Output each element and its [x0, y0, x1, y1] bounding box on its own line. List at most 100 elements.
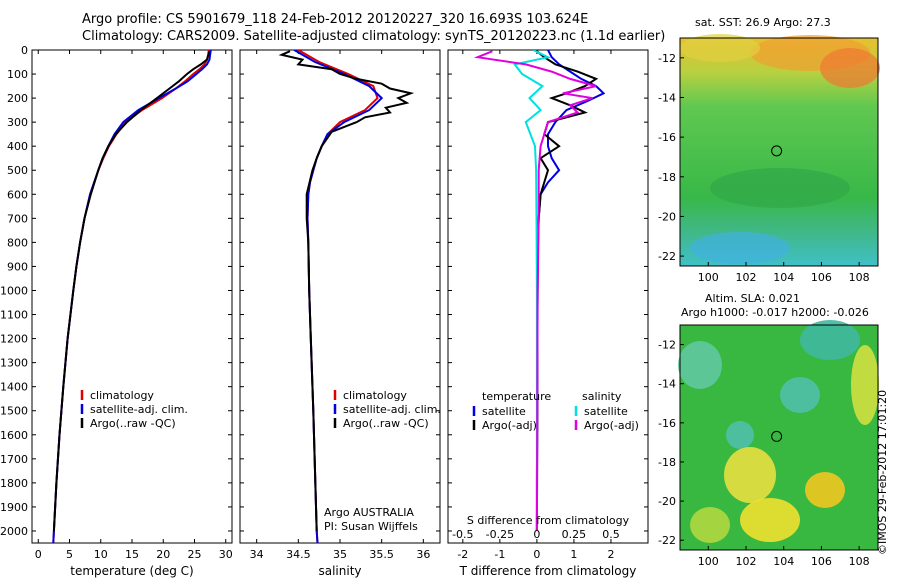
sst-patch [820, 48, 880, 88]
legend-label: satellite [482, 405, 526, 418]
legend-label: Argo(-adj) [482, 419, 537, 432]
x-tick-label: 25 [188, 548, 202, 561]
x-tick-label: 5 [66, 548, 73, 561]
x-axis-label: T difference from climatology [459, 564, 637, 578]
imos-timestamp: ©IMOS 29-Feb-2012 17:01:20 [876, 389, 889, 555]
legend-label: climatology [343, 389, 407, 402]
header-line-1: Argo profile: CS 5901679_118 24-Feb-2012… [82, 12, 589, 27]
s-tick-label: 0.25 [562, 528, 587, 541]
x-tick-label: 0 [35, 548, 42, 561]
sla-map-title-2: Argo h1000: -0.017 h2000: -0.026 [681, 306, 869, 319]
series-group [278, 50, 415, 543]
panel-differences: -2 -1 0 1 2 T difference from climatology temp… [447, 49, 649, 578]
legend-title-temperature: temperature [482, 390, 551, 403]
y-tick-label: 1500 [0, 405, 28, 418]
header-line-2: Climatology: CARS2009. Satellite-adjuste… [82, 29, 666, 44]
y-tick-label: 900 [7, 260, 28, 273]
y-tick-label: 2000 [0, 525, 28, 538]
s-tick-label: -0.25 [486, 528, 514, 541]
argo-position-marker [771, 145, 783, 157]
map-y-tick-label: -16 [658, 417, 676, 430]
map-x-tick-label: 100 [698, 271, 719, 284]
x-axis-label: temperature (deg C) [70, 564, 193, 578]
series-group [52, 50, 212, 543]
map-y-tick-label: -14 [658, 378, 676, 391]
y-tick-label: 700 [7, 212, 28, 225]
sla-patch [851, 345, 879, 425]
legend-label: climatology [90, 389, 154, 402]
map-frame [679, 324, 879, 551]
map-x-tick-label: 108 [849, 555, 870, 568]
x-tick-label: 30 [219, 548, 233, 561]
panel-temperature: 0100200300400500600700800900100011001200… [0, 44, 233, 578]
sla_map: 100 102 104 106 108 -12 -14 -16 -18 -20 -22 [658, 320, 879, 568]
map-x-tick-label: 104 [773, 271, 794, 284]
plot-frame-differences [447, 49, 649, 544]
x-tick-label: 36 [416, 548, 430, 561]
y-tick-label: 500 [7, 164, 28, 177]
s-tick-label: 0 [533, 528, 540, 541]
map-y-tick-label: -18 [658, 456, 676, 469]
legend-label: Argo(..raw -QC) [343, 417, 429, 430]
s-axis-label: S difference from climatology [467, 514, 630, 527]
y-tick-label: 1100 [0, 309, 28, 322]
s-tick-label: 0.5 [602, 528, 620, 541]
x-tick-label: 20 [156, 548, 170, 561]
x-tick-label: 15 [125, 548, 139, 561]
map-x-tick-label: 104 [773, 555, 794, 568]
sst-patch [710, 168, 850, 208]
y-tick-label: 1700 [0, 453, 28, 466]
x-tick-label: 0 [533, 548, 540, 561]
x-tick-label: -1 [494, 548, 505, 561]
plot-frame-salinity [239, 49, 441, 544]
map-y-tick-label: -12 [658, 52, 676, 65]
map-x-tick-label: 106 [811, 555, 832, 568]
sla-patch [724, 447, 776, 503]
legend-label: satellite-adj. clim. [90, 403, 188, 416]
y-tick-label: 300 [7, 116, 28, 129]
sst-map-title: sat. SST: 26.9 Argo: 27.3 [695, 16, 831, 29]
sst_map: 100 102 104 106 108 -12 -14 -16 -18 -20 -22 [658, 34, 880, 284]
legend-label: Argo(..raw -QC) [90, 417, 176, 430]
map-y-tick-label: -12 [658, 339, 676, 352]
x-tick-label: 2 [607, 548, 614, 561]
x-axis-label: salinity [318, 564, 361, 578]
map-x-tick-label: 102 [736, 555, 757, 568]
y-tick-label: 200 [7, 92, 28, 105]
x-tick-label: 35 [333, 548, 347, 561]
x-tick-label: 34 [250, 548, 264, 561]
map-y-tick-label: -20 [658, 495, 676, 508]
sla-patch [800, 320, 860, 360]
annotation-text: Argo AUSTRALIA [324, 506, 414, 519]
map-y-tick-label: -22 [658, 250, 676, 263]
sst-patch [690, 232, 790, 264]
legend-label: satellite-adj. clim. [343, 403, 441, 416]
y-tick-label: 1900 [0, 501, 28, 514]
y-tick-label: 800 [7, 236, 28, 249]
map-y-tick-label: -14 [658, 91, 676, 104]
series-argo-raw-qc- [278, 50, 415, 532]
y-tick-label: 400 [7, 140, 28, 153]
x-tick-label: -2 [457, 548, 468, 561]
map-x-tick-label: 108 [849, 271, 870, 284]
panel-salinity: 34 34.5 35 35.5 36 salinity climatologysatelli… [239, 49, 441, 578]
annotation-text: PI: Susan Wijffels [324, 520, 418, 533]
sla-map-title-1: Altim. SLA: 0.021 [705, 292, 801, 305]
map-x-tick-label: 100 [698, 555, 719, 568]
map-y-tick-label: -20 [658, 210, 676, 223]
sla-patch [726, 421, 754, 449]
y-tick-label: 1200 [0, 333, 28, 346]
sla-patch [740, 498, 800, 542]
legend-label: satellite [584, 405, 628, 418]
series-argo-raw-qc- [52, 51, 210, 532]
legend-label: Argo(-adj) [584, 419, 639, 432]
x-tick-label: 10 [94, 548, 108, 561]
x-tick-label: 34.5 [286, 548, 311, 561]
argo-position-marker [771, 430, 783, 442]
series-s-argo-adj- [473, 50, 597, 532]
y-tick-label: 600 [7, 188, 28, 201]
map-y-tick-label: -22 [658, 534, 676, 547]
x-tick-label: 1 [570, 548, 577, 561]
y-tick-label: 0 [21, 44, 28, 57]
sla-patch [805, 472, 845, 508]
